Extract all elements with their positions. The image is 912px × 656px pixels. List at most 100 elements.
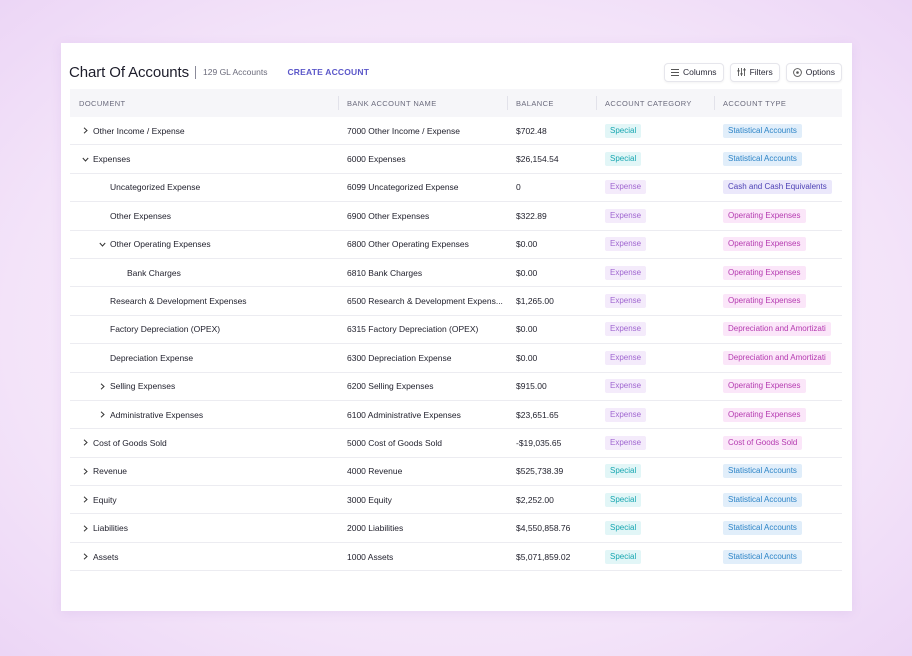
chevron-right-icon[interactable]: [79, 439, 91, 446]
account-type-cell: Statistical Accounts: [714, 543, 842, 570]
column-header-account-type[interactable]: ACCOUNT TYPE: [714, 89, 842, 117]
table-row-8[interactable]: Depreciation Expense 6300 Depreciation E…: [70, 344, 842, 372]
list-icon: [671, 69, 679, 76]
column-header-account-category[interactable]: ACCOUNT CATEGORY: [596, 89, 714, 117]
chevron-right-icon[interactable]: [79, 127, 91, 134]
table-row-4[interactable]: Other Operating Expenses 6800 Other Oper…: [70, 231, 842, 259]
document-cell: Expenses: [70, 145, 338, 172]
category-badge: Expense: [605, 237, 646, 251]
table-row-2[interactable]: Uncategorized Expense 6099 Uncategorized…: [70, 174, 842, 202]
account-type-cell: Operating Expenses: [714, 401, 842, 428]
bank-account-name-cell: 6200 Selling Expenses: [338, 373, 507, 400]
document-name: Liabilities: [93, 523, 128, 533]
options-label: Options: [806, 67, 835, 77]
table-row-0[interactable]: Other Income / Expense 7000 Other Income…: [70, 117, 842, 145]
bank-account-name-cell: 6900 Other Expenses: [338, 202, 507, 229]
table-row-10[interactable]: Administrative Expenses 6100 Administrat…: [70, 401, 842, 429]
account-type-cell: Depreciation and Amortizati: [714, 344, 842, 371]
account-category-cell: Expense: [596, 344, 714, 371]
table-row-11[interactable]: Cost of Goods Sold 5000 Cost of Goods So…: [70, 429, 842, 457]
chevron-right-icon[interactable]: [79, 553, 91, 560]
account-category-cell: Expense: [596, 287, 714, 314]
chevron-right-icon[interactable]: [79, 525, 91, 532]
table-row-5[interactable]: Bank Charges 6810 Bank Charges $0.00 Exp…: [70, 259, 842, 287]
account-category-cell: Special: [596, 514, 714, 541]
page-header: Chart Of Accounts 129 GL Accounts CREATE…: [69, 61, 842, 83]
document-cell: Depreciation Expense: [70, 344, 338, 371]
balance-cell: $525,738.39: [507, 458, 596, 485]
document-name: Factory Depreciation (OPEX): [110, 324, 220, 334]
type-badge: Operating Expenses: [723, 294, 806, 308]
type-badge: Depreciation and Amortizati: [723, 351, 831, 365]
category-badge: Expense: [605, 379, 646, 393]
balance-cell: 0: [507, 174, 596, 201]
document-name: Bank Charges: [127, 268, 181, 278]
balance-cell: $0.00: [507, 344, 596, 371]
type-badge: Operating Expenses: [723, 209, 806, 223]
table-row-1[interactable]: Expenses 6000 Expenses $26,154.54 Specia…: [70, 145, 842, 173]
balance-cell: $0.00: [507, 231, 596, 258]
account-category-cell: Expense: [596, 429, 714, 456]
filters-button[interactable]: Filters: [730, 63, 780, 82]
chevron-down-icon[interactable]: [96, 241, 108, 248]
table-row-9[interactable]: Selling Expenses 6200 Selling Expenses $…: [70, 373, 842, 401]
type-badge: Statistical Accounts: [723, 152, 802, 166]
table-row-15[interactable]: Assets 1000 Assets $5,071,859.02 Special…: [70, 543, 842, 571]
account-category-cell: Special: [596, 117, 714, 144]
document-name: Assets: [93, 552, 119, 562]
column-header-bank-account-name[interactable]: BANK ACCOUNT NAME: [338, 89, 507, 117]
table-row-14[interactable]: Liabilities 2000 Liabilities $4,550,858.…: [70, 514, 842, 542]
document-name: Revenue: [93, 466, 127, 476]
chevron-right-icon[interactable]: [79, 496, 91, 503]
account-category-cell: Special: [596, 486, 714, 513]
bank-account-name-cell: 2000 Liabilities: [338, 514, 507, 541]
account-category-cell: Special: [596, 145, 714, 172]
balance-cell: $0.00: [507, 259, 596, 286]
account-type-cell: Operating Expenses: [714, 287, 842, 314]
category-badge: Special: [605, 521, 641, 535]
table-row-6[interactable]: Research & Development Expenses 6500 Res…: [70, 287, 842, 315]
table-row-7[interactable]: Factory Depreciation (OPEX) 6315 Factory…: [70, 316, 842, 344]
category-badge: Special: [605, 550, 641, 564]
document-name: Research & Development Expenses: [110, 296, 247, 306]
chevron-right-icon[interactable]: [96, 383, 108, 390]
bank-account-name-cell: 6800 Other Operating Expenses: [338, 231, 507, 258]
table-header: DOCUMENT BANK ACCOUNT NAME BALANCE ACCOU…: [70, 89, 842, 117]
create-account-link[interactable]: CREATE ACCOUNT: [287, 67, 369, 77]
bank-account-name-cell: 1000 Assets: [338, 543, 507, 570]
bank-account-name-cell: 6099 Uncategorized Expense: [338, 174, 507, 201]
bank-account-name-cell: 4000 Revenue: [338, 458, 507, 485]
document-name: Equity: [93, 495, 117, 505]
chevron-down-icon[interactable]: [79, 156, 91, 163]
document-name: Other Income / Expense: [93, 126, 185, 136]
document-cell: Other Expenses: [70, 202, 338, 229]
bank-account-name-cell: 6000 Expenses: [338, 145, 507, 172]
column-header-balance[interactable]: BALANCE: [507, 89, 596, 117]
document-name: Other Expenses: [110, 211, 171, 221]
account-category-cell: Special: [596, 458, 714, 485]
account-type-cell: Operating Expenses: [714, 231, 842, 258]
category-badge: Expense: [605, 209, 646, 223]
table-row-12[interactable]: Revenue 4000 Revenue $525,738.39 Special…: [70, 458, 842, 486]
account-type-cell: Statistical Accounts: [714, 514, 842, 541]
account-type-cell: Statistical Accounts: [714, 117, 842, 144]
document-cell: Uncategorized Expense: [70, 174, 338, 201]
options-icon: [793, 68, 802, 77]
column-header-document[interactable]: DOCUMENT: [70, 89, 338, 117]
document-cell: Factory Depreciation (OPEX): [70, 316, 338, 343]
account-category-cell: Expense: [596, 316, 714, 343]
chevron-right-icon[interactable]: [79, 468, 91, 475]
chevron-right-icon[interactable]: [96, 411, 108, 418]
filter-icon: [737, 68, 746, 76]
account-type-cell: Statistical Accounts: [714, 458, 842, 485]
table-row-3[interactable]: Other Expenses 6900 Other Expenses $322.…: [70, 202, 842, 230]
options-button[interactable]: Options: [786, 63, 842, 82]
columns-button[interactable]: Columns: [664, 63, 724, 82]
document-cell: Assets: [70, 543, 338, 570]
account-category-cell: Expense: [596, 202, 714, 229]
category-badge: Expense: [605, 322, 646, 336]
table-row-13[interactable]: Equity 3000 Equity $2,252.00 Special Sta…: [70, 486, 842, 514]
account-category-cell: Expense: [596, 401, 714, 428]
type-badge: Statistical Accounts: [723, 550, 802, 564]
balance-cell: $1,265.00: [507, 287, 596, 314]
